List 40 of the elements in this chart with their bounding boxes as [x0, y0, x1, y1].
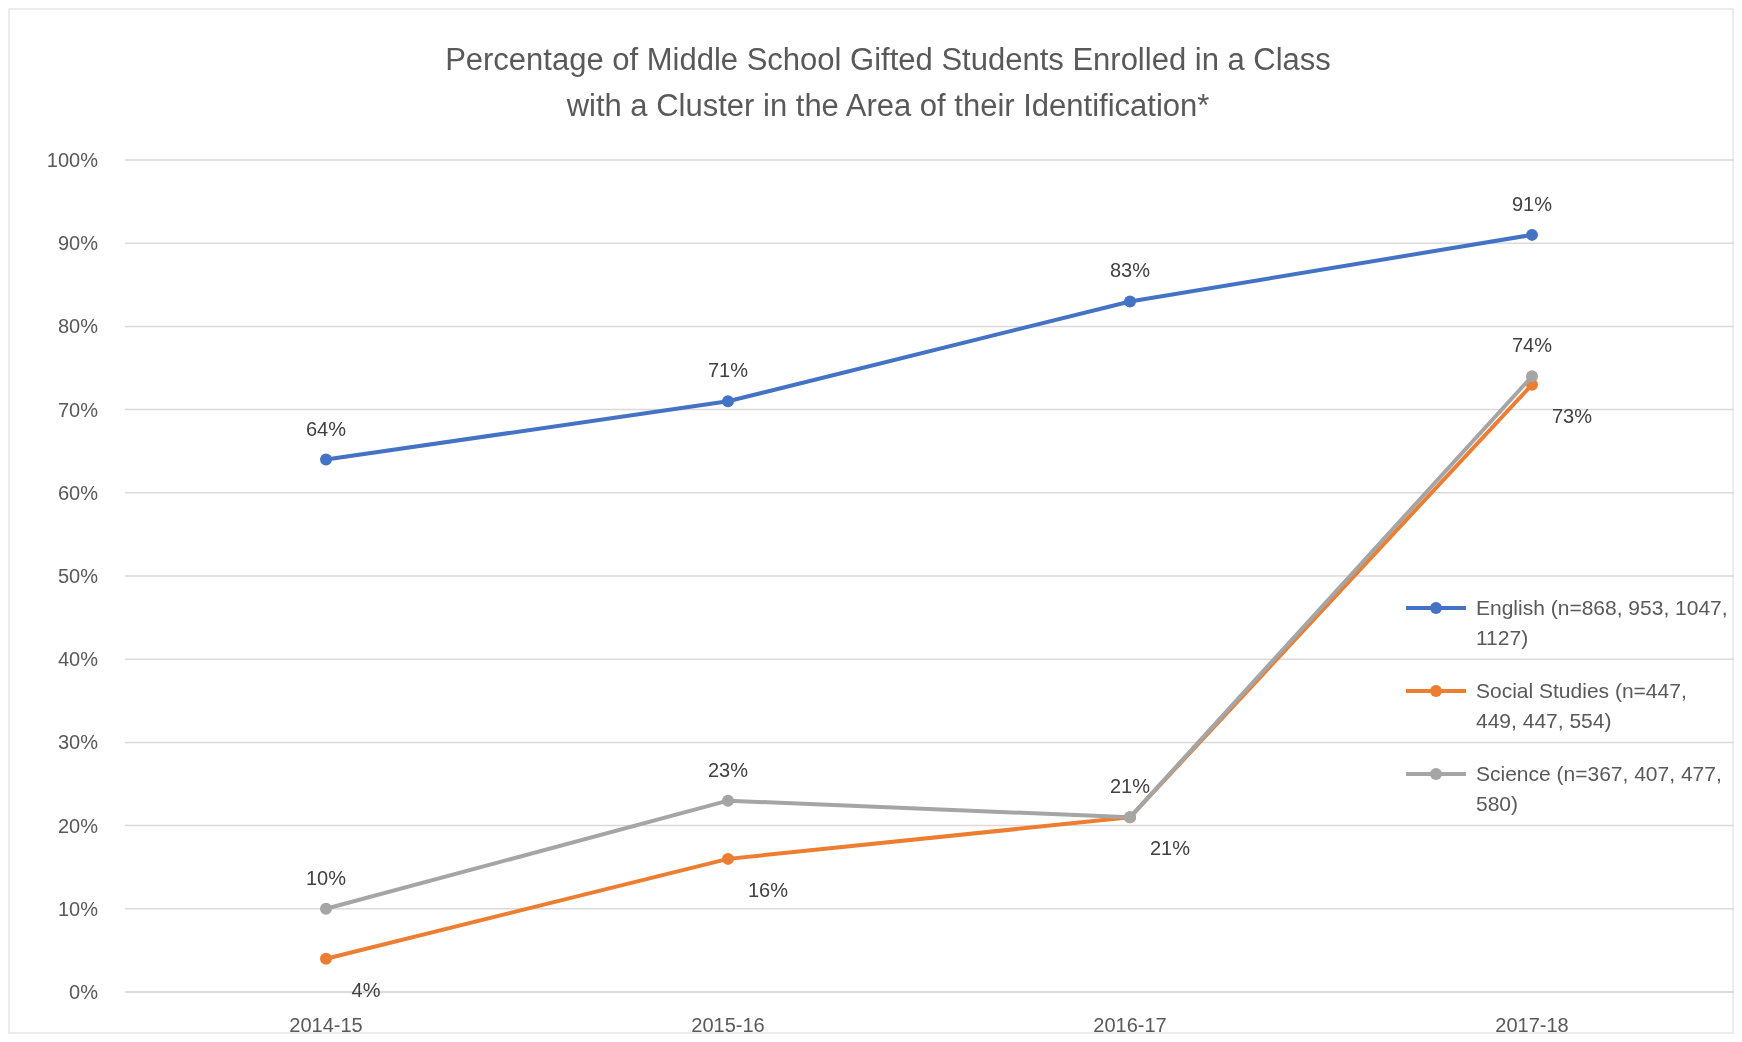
y-tick-label: 20%: [57, 814, 99, 837]
data-label: 21%: [1149, 837, 1191, 860]
point: [722, 794, 734, 807]
y-tick-label: 60%: [57, 481, 99, 504]
data-label: 16%: [747, 878, 789, 901]
y-tick-label: 80%: [57, 315, 99, 338]
legend-label: Science (n=367, 407, 477, 580): [1476, 762, 1722, 815]
point: [320, 952, 332, 965]
y-tick-label: 100%: [46, 149, 99, 171]
legend-label: English (n=868, 953, 1047, 1127): [1476, 596, 1728, 649]
point: [1526, 370, 1538, 383]
data-label: 23%: [707, 758, 749, 781]
x-tick-label: 2017-18: [1495, 1014, 1569, 1036]
point: [320, 453, 332, 466]
point: [722, 395, 734, 408]
y-tick-label: 70%: [57, 398, 99, 421]
point: [1526, 228, 1538, 241]
legend-label: Social Studies (n=447, 449, 447, 554): [1476, 679, 1687, 732]
y-tick-label: 30%: [57, 731, 99, 754]
data-label: 4%: [351, 978, 381, 1001]
x-tick-label: 2016-17: [1093, 1014, 1167, 1036]
point: [1124, 295, 1136, 308]
y-tick-label: 50%: [57, 565, 99, 587]
data-label: 21%: [1109, 775, 1151, 798]
point: [722, 852, 734, 865]
y-tick-label: 90%: [57, 232, 99, 255]
data-label: 10%: [305, 866, 347, 889]
x-tick-label: 2014-15: [289, 1014, 363, 1036]
data-label: 74%: [1511, 334, 1553, 357]
y-tick-label: 0%: [69, 981, 99, 1003]
y-tick-label: 40%: [57, 648, 99, 671]
x-tick-label: 2015-16: [691, 1014, 765, 1036]
data-label: 64%: [305, 417, 347, 440]
data-label: 83%: [1109, 259, 1151, 282]
y-tick-label: 10%: [57, 897, 99, 920]
data-label: 71%: [707, 359, 749, 382]
data-label: 91%: [1511, 192, 1553, 215]
chart-title: Percentage of Middle School Gifted Students Enrolled in a Class with a Cluster in the Area of their Identification*: [445, 42, 1331, 123]
point: [320, 902, 332, 915]
data-label: 73%: [1551, 404, 1593, 427]
